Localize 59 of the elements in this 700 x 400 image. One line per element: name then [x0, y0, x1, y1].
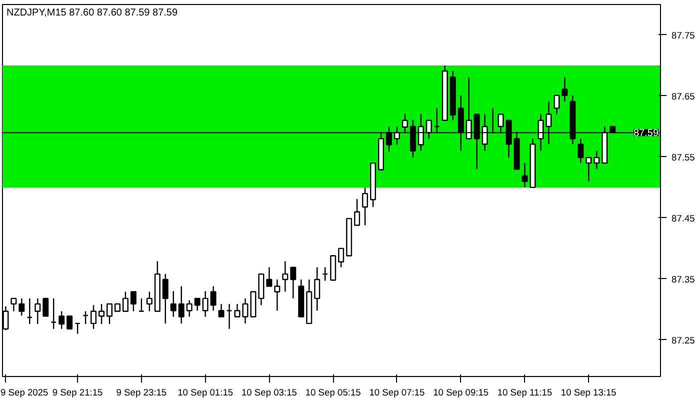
x-tick-label: 10 Sep 11:15: [497, 388, 552, 398]
candlestick: [322, 266, 328, 282]
candlestick: [218, 303, 224, 318]
candlestick: [58, 310, 65, 330]
y-tick-label: 87.35: [672, 274, 695, 284]
candlestick: [226, 303, 232, 330]
candlestick: [354, 198, 360, 226]
candlestick: [594, 150, 600, 170]
candlestick: [10, 298, 17, 312]
x-tick-label: 10 Sep 09:15: [433, 388, 489, 398]
x-tick-label: 10 Sep 05:15: [305, 388, 361, 398]
candlestick: [210, 286, 216, 312]
candlestick: [162, 273, 168, 324]
candlestick: [266, 266, 272, 287]
candlestick: [194, 298, 200, 312]
candlestick: [586, 156, 592, 182]
candlestick: [554, 94, 560, 115]
candlestick: [314, 266, 320, 312]
candlestick: [90, 304, 97, 330]
candlestick: [362, 186, 368, 226]
candlestick: [146, 291, 152, 312]
candlestick: [138, 298, 144, 312]
candlestick: [234, 303, 240, 318]
x-tick-label: 10 Sep 13:15: [560, 388, 616, 398]
candlestick: [122, 291, 128, 312]
candlestick: [130, 291, 136, 312]
candlestick: [18, 298, 25, 316]
candlestick: [338, 248, 344, 268]
x-tick-label: 10 Sep 03:15: [241, 388, 297, 398]
candlestick: [578, 138, 584, 164]
x-tick-label: 10 Sep 01:15: [178, 388, 234, 398]
y-tick-label: 87.45: [672, 213, 695, 224]
candlestick: [34, 298, 41, 325]
candlestick: [522, 162, 528, 188]
candlestick: [74, 322, 81, 334]
chart-title: NZDJPY,M15 87.60 87.60 87.59 87.59: [6, 8, 178, 18]
candlestick: [274, 278, 280, 312]
candlestick: [170, 290, 176, 318]
x-tick-label: 9 Sep 21:15: [52, 388, 103, 398]
candlestick: [186, 300, 192, 318]
x-tick-label: 10 Sep 07:15: [369, 388, 425, 398]
y-tick-label: 87.65: [672, 91, 695, 102]
x-tick-label: 9 Sep 23:15: [116, 388, 167, 398]
y-tick-label: 87.75: [672, 30, 695, 40]
candlestick: [290, 266, 296, 300]
x-tick-label: 9 Sep 2025: [0, 388, 48, 398]
candlestick: [178, 286, 184, 324]
candlestick: [42, 298, 49, 317]
candlestick: [106, 303, 112, 325]
candlestick: [562, 76, 568, 102]
candlestick: [26, 298, 33, 325]
candlestick: [282, 260, 288, 292]
candlestick: [50, 298, 57, 330]
candlestick: [98, 303, 105, 325]
y-tick-label: 87.55: [672, 152, 695, 162]
candlestick: [82, 310, 89, 325]
candlestick: [202, 290, 208, 318]
candlestick: [66, 316, 73, 330]
y-tick-label: 87.25: [672, 335, 695, 346]
